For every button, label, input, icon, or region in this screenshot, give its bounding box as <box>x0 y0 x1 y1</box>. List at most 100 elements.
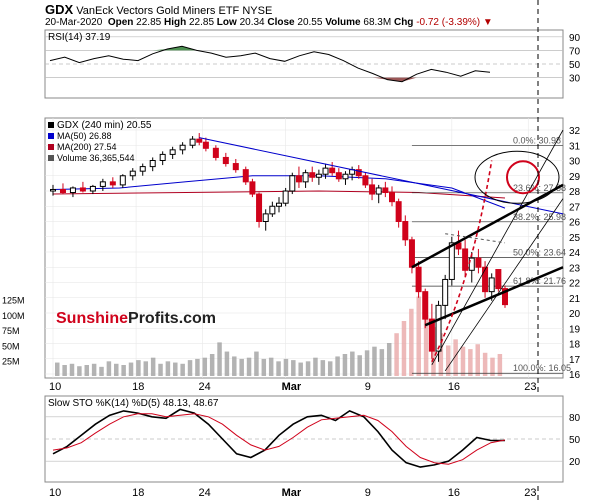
price-legend-item: GDX (240 min) 20.55 <box>57 120 152 131</box>
candle-body <box>495 269 502 290</box>
volume-bar <box>165 361 171 376</box>
ticker-symbol: GDX <box>45 2 74 17</box>
candle-body <box>119 175 126 186</box>
sto-x-label: Mar <box>282 487 302 499</box>
open-value: 22.85 <box>136 17 162 28</box>
candle-body <box>442 278 449 306</box>
candle-body <box>242 169 249 183</box>
volume-bar <box>106 361 112 376</box>
candle-body <box>488 277 495 293</box>
price-legend-item: MA(200) 27.54 <box>57 142 117 152</box>
volume-bar <box>121 365 126 376</box>
sto-tick-label: 80 <box>569 413 581 424</box>
candle-body <box>315 173 322 178</box>
volume-tick-label: 100M <box>2 311 25 321</box>
price-tick-label: 28 <box>569 187 581 198</box>
volume-bar <box>276 361 281 376</box>
rsi-tick-label: 90 <box>569 33 581 44</box>
price-tick-label: 25 <box>569 233 581 244</box>
candle-body <box>389 192 395 203</box>
volume-bar <box>357 355 362 376</box>
candle-body <box>149 160 156 168</box>
volume-bar <box>246 357 252 376</box>
candle-body <box>415 266 422 293</box>
price-legend-item: MA(50) 26.88 <box>57 131 112 141</box>
price-tick-label: 24 <box>569 248 581 259</box>
candle-body <box>402 221 409 241</box>
candle-body <box>256 193 263 223</box>
close-label: Close <box>267 17 295 28</box>
candle-body <box>179 144 186 151</box>
volume-bar <box>158 363 163 376</box>
price-tick-label: 16 <box>569 370 581 381</box>
price-legend-swatch <box>48 133 54 139</box>
chg-value: -0.72 (-3.39%) <box>416 17 481 28</box>
candle-body <box>262 213 269 222</box>
fib-level-label: 50.0%: 23.64 <box>513 247 566 257</box>
candle-body <box>99 181 106 187</box>
candle-body <box>462 248 469 271</box>
candle-body <box>482 266 489 293</box>
price-tick-label: 22 <box>569 279 581 290</box>
candle-body <box>79 187 86 192</box>
rsi-legend: RSI(14) 37.19 <box>48 32 111 43</box>
volume-bar <box>460 346 466 376</box>
candle-body <box>129 170 136 177</box>
volume-tick-label: 25M <box>2 357 20 367</box>
price-tick-label: 32 <box>569 126 581 137</box>
price-legend-swatch <box>48 144 54 150</box>
close-value: 20.55 <box>297 17 323 28</box>
sto-x-label: 9 <box>365 487 371 499</box>
candle-body <box>159 153 166 161</box>
candle-body <box>342 173 349 180</box>
title-line: GDX VanEck Vectors Gold Miners ETF NYSE <box>45 2 272 17</box>
volume-bar <box>202 357 208 376</box>
price-x-label: 23 <box>524 381 536 393</box>
volume-bar <box>364 350 370 376</box>
price-tick-label: 19 <box>569 324 581 335</box>
sto-tick-label: 20 <box>569 457 581 468</box>
candle-body <box>329 167 336 174</box>
volume-bar <box>497 354 503 376</box>
quote-date: 20-Mar-2020 <box>45 17 103 28</box>
candle-body <box>408 239 415 268</box>
open-label: Open <box>107 17 134 28</box>
candle-body <box>422 291 429 320</box>
candle-body <box>109 181 116 186</box>
sto-x-label: 16 <box>448 487 460 499</box>
rsi-tick-label: 30 <box>569 74 581 85</box>
candle-body <box>89 185 96 192</box>
support-fan-line <box>431 129 564 366</box>
chg-label: Chg <box>393 17 414 28</box>
volume-bar <box>291 360 296 376</box>
support-fan-line-2 <box>444 198 564 372</box>
candle-body <box>232 163 239 171</box>
volume-bar <box>379 349 385 376</box>
sto-x-label: 24 <box>199 487 211 499</box>
volume-bar <box>217 342 222 376</box>
volume-bar <box>187 360 193 376</box>
candle-body <box>448 242 455 280</box>
volume-bar <box>84 365 90 376</box>
candle-body <box>322 167 329 175</box>
sto-k-line <box>52 408 505 468</box>
dashed-projection-curve <box>431 160 493 363</box>
volume-bar <box>350 351 355 376</box>
candle-body <box>59 188 66 194</box>
volume-bar <box>386 343 392 376</box>
fib-level-label: 38.2%: 25.98 <box>513 212 566 222</box>
candle-body <box>428 318 435 352</box>
price-tick-label: 29 <box>569 172 581 183</box>
candle-body <box>269 205 276 215</box>
volume-bar <box>180 363 185 376</box>
candle-body <box>435 304 442 352</box>
lower-channel-line <box>424 266 564 327</box>
rsi-panel: 30 50 70 90 RSI(14) 37.19 <box>44 29 581 99</box>
low-label: Low <box>216 17 237 28</box>
sunshine-profits-logo: SunshineProfits.com <box>56 310 216 328</box>
price-tick-label: 17 <box>569 355 581 366</box>
volume-bar <box>136 360 141 376</box>
volume-bar <box>416 296 421 376</box>
volume-bar <box>468 349 473 376</box>
price-tick-label: 31 <box>569 141 581 152</box>
